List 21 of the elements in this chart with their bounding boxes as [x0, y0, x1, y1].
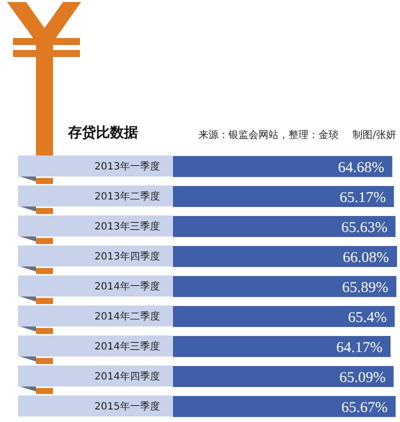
y-tick-label: 2014年三季度	[94, 340, 160, 352]
data-label: 64.17%	[336, 340, 383, 356]
y-tick-label: 2013年二季度	[94, 190, 160, 202]
y-tick-label: 2013年三季度	[94, 220, 160, 232]
data-label: 65.17%	[340, 190, 386, 206]
data-label: 65.67%	[341, 400, 388, 416]
data-label: 65.09%	[339, 370, 386, 386]
y-tick-label: 2014年四季度	[94, 370, 160, 382]
data-label: 65.89%	[342, 280, 388, 296]
data-label: 66.08%	[342, 250, 389, 266]
data-label: 65.63%	[341, 220, 388, 236]
y-tick-label: 2015年一季度	[94, 400, 160, 412]
y-tick-label: 2013年一季度	[94, 160, 160, 172]
data-label: 64.68%	[338, 160, 384, 176]
data-label: 65.4%	[348, 310, 387, 326]
text: 制图/张妍	[352, 129, 396, 142]
chart-title: 存贷比数据	[68, 125, 138, 143]
y-tick-label: 2014年一季度	[94, 280, 160, 292]
y-tick-label: 2014年二季度	[94, 310, 160, 322]
source-note: 来源：银监会网站，整理：金琰	[198, 129, 339, 142]
y-tick-label: 2013年四季度	[94, 250, 160, 262]
